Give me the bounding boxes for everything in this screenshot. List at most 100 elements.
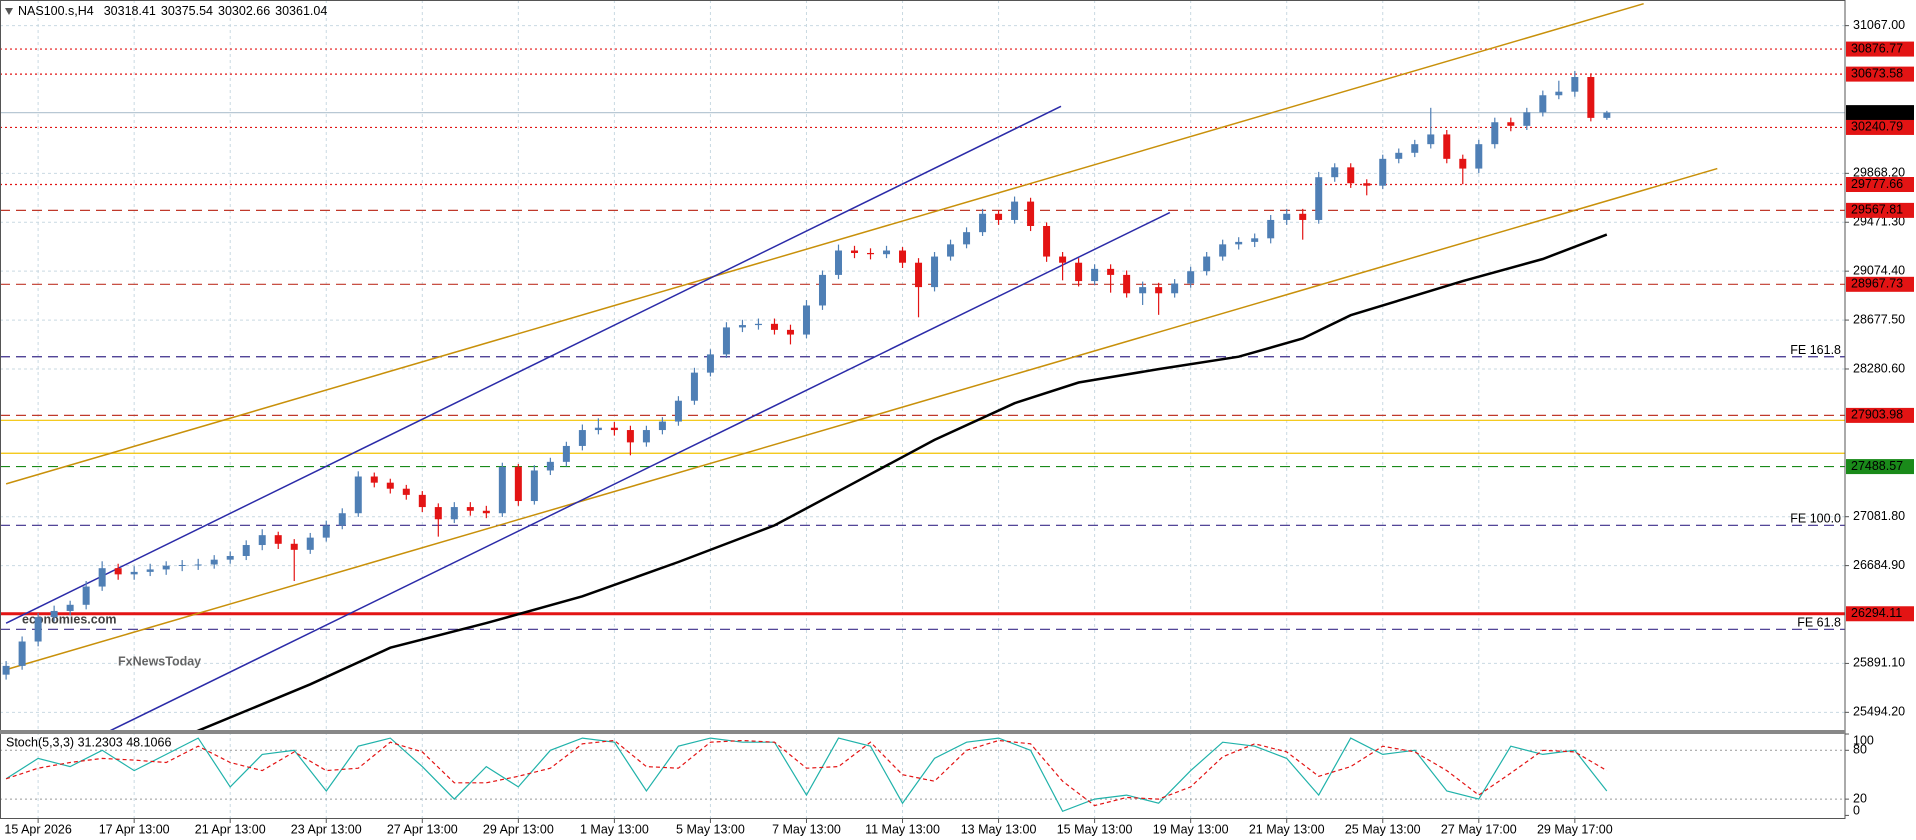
price-tag-label: 27488.57	[1851, 459, 1903, 473]
x-tick-label: 7 May 13:00	[772, 822, 841, 836]
candle-body	[66, 604, 74, 611]
candle-body	[1235, 241, 1243, 245]
price-tag	[1846, 177, 1914, 193]
level-label: FE 100.0	[1790, 512, 1841, 526]
candle-body	[578, 430, 586, 446]
candle-body	[626, 430, 634, 443]
candle-body	[434, 507, 442, 520]
candle-body	[1123, 274, 1131, 294]
candle-body	[98, 568, 106, 587]
candle-body	[530, 470, 538, 502]
candle-body	[1299, 213, 1307, 220]
candle-body	[867, 252, 875, 255]
candle-body	[706, 354, 714, 373]
candle-body	[498, 466, 506, 514]
candle-body	[802, 305, 810, 335]
x-tick-label: 29 May 17:00	[1537, 822, 1613, 836]
price-tag-label: 29777.66	[1851, 177, 1903, 191]
candle-body	[1011, 201, 1019, 220]
symbol: NAS100.s,H4	[18, 4, 94, 18]
candle-body	[1155, 287, 1163, 294]
candle-body	[770, 323, 778, 330]
moving-average	[193, 233, 1608, 731]
trend-line	[109, 211, 1171, 731]
candle-body	[1187, 271, 1195, 284]
candle-body	[1427, 134, 1435, 145]
stoch-line	[5, 739, 1608, 807]
candle-body	[1347, 167, 1355, 184]
candle-body	[18, 641, 26, 666]
stoch-plot	[0, 737, 1845, 813]
price-tag	[1846, 407, 1914, 423]
candle-body	[178, 564, 186, 566]
candle-body	[1107, 268, 1115, 275]
candle-body	[690, 372, 698, 401]
watermark-text: economies.com	[22, 612, 116, 626]
candle-body	[947, 244, 955, 257]
candle-body	[642, 430, 650, 443]
candle-body	[1027, 201, 1035, 226]
candle-body	[466, 507, 474, 511]
candle-body	[402, 488, 410, 495]
ohlc-value: 30375.54	[161, 4, 213, 18]
candle-body	[995, 213, 1003, 220]
y-tick-label: 26684.90	[1853, 558, 1905, 572]
x-tick-label: 21 Apr 13:00	[195, 822, 266, 836]
y-tick-label: 25494.20	[1853, 705, 1905, 719]
candle-body	[1331, 167, 1339, 178]
candle-body	[786, 329, 794, 335]
candle-body	[162, 565, 170, 570]
price-tag	[1846, 105, 1914, 121]
candle-body	[50, 610, 58, 618]
price-tag-label: 28967.73	[1851, 277, 1903, 291]
ohlc-value: 30361.04	[275, 4, 327, 18]
price-tag-label: 30361.04	[1851, 105, 1903, 119]
candle-body	[1507, 122, 1515, 126]
candle-body	[194, 564, 202, 566]
candle-body	[834, 250, 842, 275]
candle-body	[370, 476, 378, 483]
candle-body	[1091, 268, 1099, 282]
candle-body	[1523, 112, 1531, 126]
stoch-tick-label: 100	[1853, 733, 1874, 747]
x-tick-label: 23 Apr 13:00	[291, 822, 362, 836]
candle-body	[482, 510, 490, 514]
y-tick-label: 25891.10	[1853, 656, 1905, 670]
candle-body	[274, 535, 282, 544]
candle-body	[1395, 152, 1403, 159]
candle-body	[1587, 77, 1595, 118]
candle-body	[1059, 256, 1067, 263]
x-tick-label: 5 May 13:00	[676, 822, 745, 836]
trend-line	[5, 2, 1644, 485]
candle-body	[979, 213, 987, 233]
price-tag-label: 30673.58	[1851, 66, 1903, 80]
candle-body	[130, 571, 138, 575]
candle-body	[322, 525, 330, 538]
candle-body	[915, 262, 923, 288]
candle-body	[1315, 177, 1323, 220]
price-tag	[1846, 66, 1914, 82]
x-tick-label: 19 May 13:00	[1153, 822, 1229, 836]
ohlc-value: 30318.41	[104, 4, 156, 18]
x-tick-label: 15 May 13:00	[1057, 822, 1133, 836]
candle-body	[146, 569, 154, 572]
candle-body	[1491, 122, 1499, 145]
price-tag	[1846, 119, 1914, 135]
trend-line	[5, 167, 1718, 671]
candle-body	[114, 568, 122, 575]
candle-body	[1411, 144, 1419, 153]
candle-body	[963, 232, 971, 245]
x-tick-label: 17 Apr 13:00	[99, 822, 170, 836]
y-tick-label: 27081.80	[1853, 509, 1905, 523]
stoch-tick-label: 20	[1853, 791, 1867, 805]
candle-body	[931, 256, 939, 288]
candle-body	[1555, 91, 1563, 96]
candle-body	[1603, 112, 1611, 118]
candle-body	[2, 665, 10, 675]
x-tick-label: 1 May 13:00	[580, 822, 649, 836]
watermark: economies.com FxNewsToday	[22, 612, 201, 668]
candle-body	[594, 427, 602, 431]
candle-body	[242, 545, 250, 556]
candle-body	[1267, 219, 1275, 239]
trend-line	[5, 105, 1062, 624]
